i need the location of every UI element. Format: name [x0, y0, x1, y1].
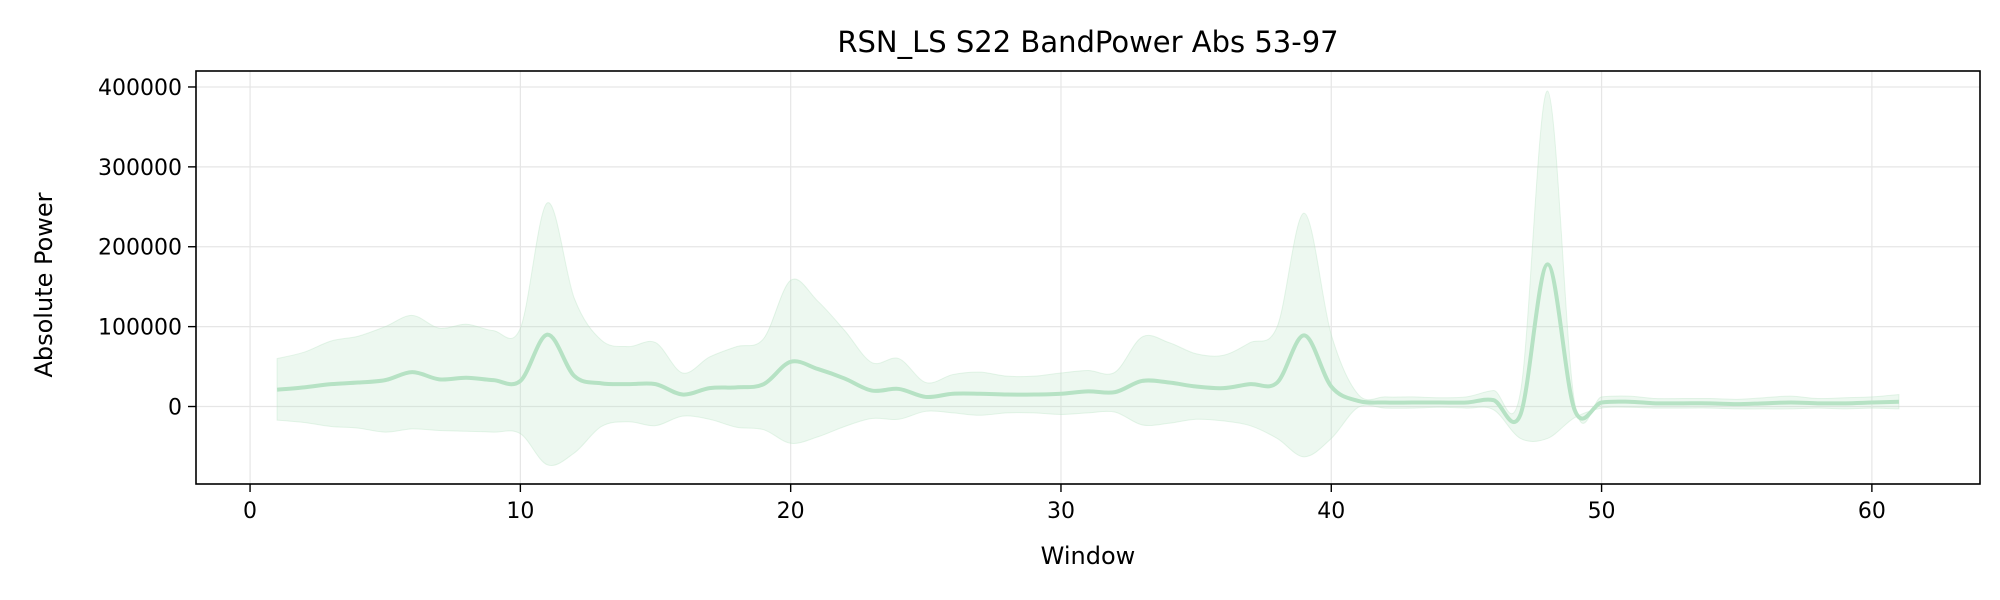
x-tick-label: 20 — [777, 499, 805, 524]
y-axis-label: Absolute Power — [30, 192, 58, 377]
y-tick-label: 300000 — [98, 156, 182, 181]
y-tick-label: 0 — [168, 396, 182, 421]
x-tick-label: 30 — [1047, 499, 1075, 524]
plot-frame — [195, 70, 1981, 485]
x-axis: 0 10 20 30 40 50 60 — [243, 484, 1886, 524]
x-tick-label: 10 — [506, 499, 534, 524]
y-tick-label: 200000 — [98, 236, 182, 261]
x-tick-label: 40 — [1317, 499, 1345, 524]
y-tick-label: 400000 — [98, 76, 182, 101]
y-axis: 0 100000 200000 300000 400000 — [98, 76, 196, 421]
y-tick-label: 100000 — [98, 316, 182, 341]
chart-title: RSN_LS S22 BandPower Abs 53-97 — [837, 25, 1338, 59]
x-axis-label: Window — [1041, 542, 1136, 570]
x-tick-label: 50 — [1588, 499, 1616, 524]
mean-line — [276, 262, 1899, 425]
grid — [196, 71, 1980, 484]
x-tick-label: 60 — [1858, 499, 1886, 524]
x-tick-label: 0 — [243, 499, 257, 524]
